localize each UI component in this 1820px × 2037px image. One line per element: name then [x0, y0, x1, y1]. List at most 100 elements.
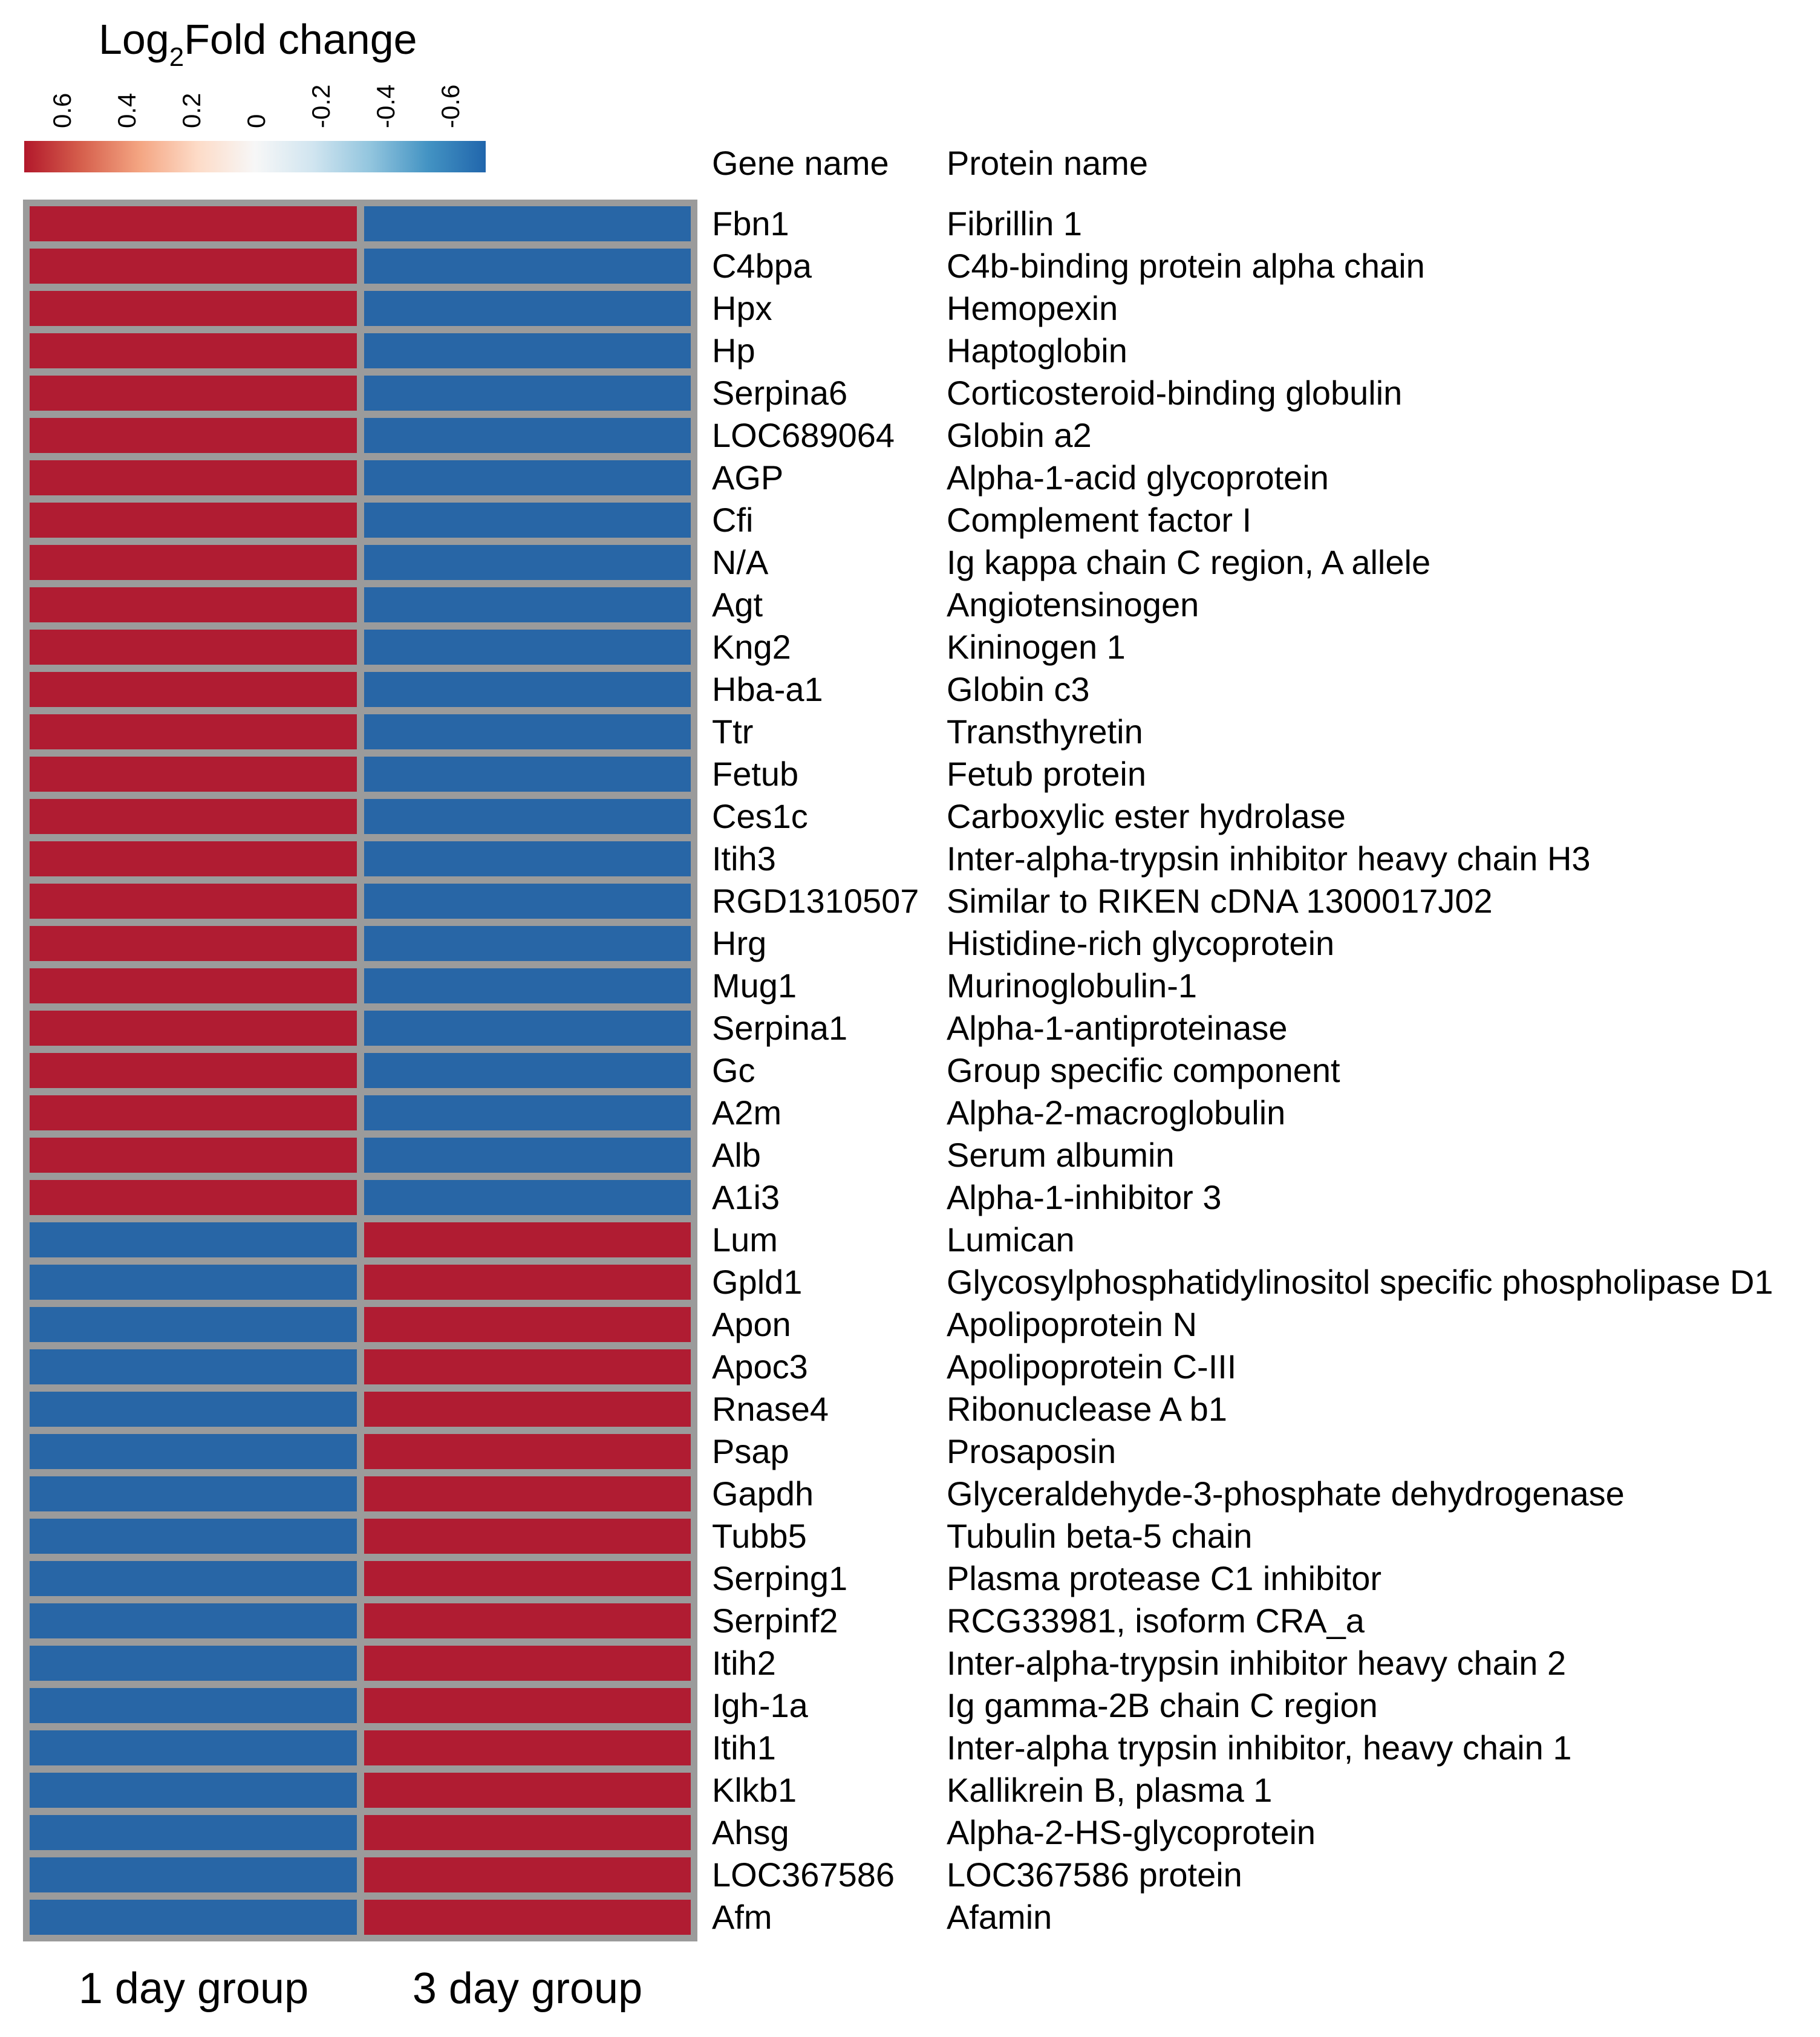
- gene-label: Gc: [712, 1051, 755, 1089]
- heatmap-cell-day3: [364, 1476, 691, 1511]
- protein-label: Inter-alpha-trypsin inhibitor heavy chai…: [947, 839, 1591, 878]
- table-row: Hp Haptoglobin: [712, 333, 1773, 368]
- heatmap-cell-day1: [30, 926, 357, 961]
- protein-label: Complement factor I: [947, 501, 1252, 539]
- gene-label: Serping1: [712, 1559, 848, 1597]
- gene-label: C4bpa: [712, 247, 812, 285]
- protein-label: Ig gamma-2B chain C region: [947, 1686, 1378, 1724]
- heatmap-cell-day1: [30, 1900, 357, 1935]
- table-row: Tubb5 Tubulin beta-5 chain: [712, 1519, 1773, 1554]
- protein-label: RCG33981, isoform CRA_a: [947, 1602, 1365, 1640]
- heatmap-cell-day3: [364, 1095, 691, 1130]
- legend-title-prefix: Log: [99, 16, 169, 63]
- gene-label: Hrg: [712, 924, 767, 962]
- protein-label: C4b-binding protein alpha chain: [947, 247, 1425, 285]
- heatmap-cell-day3: [364, 1349, 691, 1384]
- legend-title-subscript: 2: [169, 42, 184, 72]
- protein-label: Inter-alpha-trypsin inhibitor heavy chai…: [947, 1644, 1567, 1682]
- table-row: Gapdh Glyceraldehyde-3-phosphate dehydrog…: [712, 1476, 1773, 1511]
- protein-label: LOC367586 protein: [947, 1856, 1242, 1894]
- legend-tick-label: 0: [242, 114, 270, 128]
- heatmap-cell-day3: [364, 1900, 691, 1935]
- heatmap-grid: [23, 200, 697, 1941]
- heatmap-cell-day3: [364, 333, 691, 368]
- heatmap-cell-day3: [364, 1307, 691, 1342]
- gene-label: Cfi: [712, 501, 754, 539]
- heatmap-cell-day1: [30, 418, 357, 453]
- protein-label: Similar to RIKEN cDNA 1300017J02: [947, 882, 1493, 920]
- gene-label: Itih1: [712, 1729, 776, 1767]
- table-row: Apon Apolipoprotein N: [712, 1307, 1773, 1342]
- gene-label: Tubb5: [712, 1517, 807, 1555]
- table-row: Kng2 Kininogen 1: [712, 630, 1773, 665]
- heatmap-cell-day3: [364, 630, 691, 665]
- protein-label: Hemopexin: [947, 289, 1118, 327]
- protein-label: Inter-alpha trypsin inhibitor, heavy cha…: [947, 1729, 1572, 1767]
- heatmap-cell-day1: [30, 1180, 357, 1215]
- gene-label: A2m: [712, 1093, 782, 1132]
- heatmap-cell-day1: [30, 884, 357, 919]
- table-row: LOC689064 Globin a2: [712, 418, 1773, 453]
- gene-label: Fbn1: [712, 204, 789, 243]
- protein-label: Kallikrein B, plasma 1: [947, 1771, 1273, 1809]
- heatmap-cell-day3: [364, 249, 691, 284]
- protein-name-header: Protein name: [947, 144, 1149, 182]
- heatmap-cell-day3: [364, 1688, 691, 1723]
- heatmap-cell-day1: [30, 841, 357, 876]
- row-labels: Fbn1 Fibrillin 1 C4bpa C4b-binding protein …: [712, 206, 1773, 1935]
- heatmap-cell-day1: [30, 630, 357, 665]
- table-row: Afm Afamin: [712, 1900, 1773, 1935]
- gene-label: Kng2: [712, 628, 791, 666]
- heatmap-cell-day1: [30, 1688, 357, 1723]
- protein-label: Afamin: [947, 1898, 1052, 1936]
- heatmap-cell-day3: [364, 1265, 691, 1300]
- gene-label: Klkb1: [712, 1771, 797, 1809]
- protein-label: Carboxylic ester hydrolase: [947, 797, 1346, 835]
- table-row: Alb Serum albumin: [712, 1138, 1773, 1173]
- table-row: Agt Angiotensinogen: [712, 587, 1773, 622]
- table-row: Serping1 Plasma protease C1 inhibitor: [712, 1561, 1773, 1596]
- heatmap-cell-day1: [30, 799, 357, 834]
- heatmap-cell-day1: [30, 206, 357, 241]
- heatmap-cell-day3: [364, 418, 691, 453]
- table-row: Hrg Histidine-rich glycoprotein: [712, 926, 1773, 961]
- heatmap-cell-day3: [364, 1392, 691, 1427]
- legend-tick-label: -0.4: [371, 84, 400, 128]
- heatmap-cell-day1: [30, 1392, 357, 1427]
- gene-label: RGD1310507: [712, 882, 919, 920]
- gene-label: Ttr: [712, 712, 754, 751]
- table-row: Serpina1 Alpha-1-antiproteinase: [712, 1011, 1773, 1046]
- protein-label: Fibrillin 1: [947, 204, 1083, 243]
- heatmap-cell-day1: [30, 291, 357, 326]
- protein-label: Glycosylphosphatidylinositol specific ph…: [947, 1263, 1773, 1301]
- table-row: Fbn1 Fibrillin 1: [712, 206, 1773, 241]
- table-row: Gpld1 Glycosylphosphatidylinositol specif…: [712, 1265, 1773, 1300]
- protein-label: Ribonuclease A b1: [947, 1390, 1227, 1428]
- protein-label: Apolipoprotein N: [947, 1305, 1198, 1343]
- heatmap-cell-day3: [364, 1519, 691, 1554]
- protein-label: Alpha-1-inhibitor 3: [947, 1178, 1222, 1216]
- table-row: N/A Ig kappa chain C region, A allele: [712, 545, 1773, 580]
- legend-title-suffix: Fold change: [184, 16, 417, 63]
- gene-label: Psap: [712, 1432, 789, 1470]
- gene-label: Igh-1a: [712, 1686, 808, 1724]
- gene-label: Agt: [712, 585, 763, 624]
- heatmap-cell-day3: [364, 672, 691, 707]
- heatmap-cell-day3: [364, 926, 691, 961]
- heatmap-cell-day3: [364, 460, 691, 495]
- group-label-3-day: 3 day group: [412, 1964, 643, 2013]
- table-row: Lum Lumican: [712, 1222, 1773, 1257]
- table-row: Hba-a1 Globin c3: [712, 672, 1773, 707]
- table-header-row: Gene name Protein name: [712, 144, 1148, 183]
- protein-label: Ig kappa chain C region, A allele: [947, 543, 1431, 581]
- protein-label: Tubulin beta-5 chain: [947, 1517, 1253, 1555]
- table-row: Ces1c Carboxylic ester hydrolase: [712, 799, 1773, 834]
- heatmap-cell-day3: [364, 884, 691, 919]
- table-row: Cfi Complement factor I: [712, 503, 1773, 538]
- heatmap-cell-day3: [364, 376, 691, 411]
- heatmap-cell-day1: [30, 1434, 357, 1469]
- protein-label: Glyceraldehyde-3-phosphate dehydrogenase: [947, 1475, 1625, 1513]
- heatmap-cell-day3: [364, 1603, 691, 1638]
- heatmap-cell-day3: [364, 206, 691, 241]
